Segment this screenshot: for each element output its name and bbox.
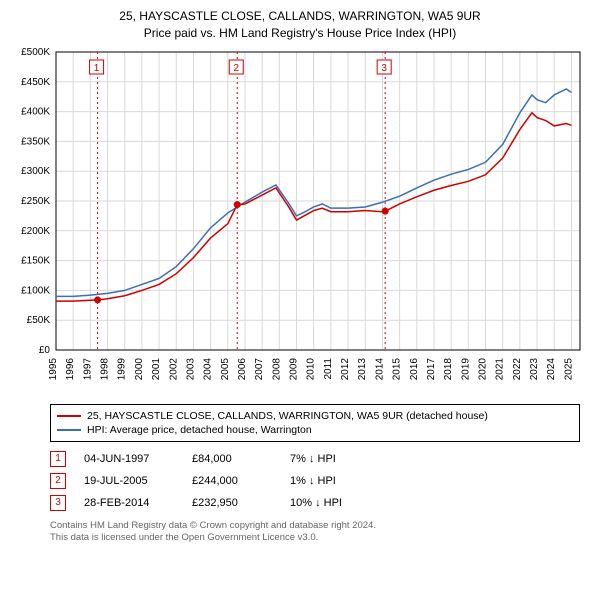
svg-text:£450K: £450K [21,76,50,87]
svg-text:2005: 2005 [220,357,231,380]
chart-container: 25, HAYSCASTLE CLOSE, CALLANDS, WARRINGT… [0,0,600,544]
svg-text:£350K: £350K [21,136,50,147]
svg-text:2007: 2007 [254,357,265,380]
svg-text:2025: 2025 [563,357,574,380]
sale-price: £84,000 [192,453,272,465]
svg-text:2023: 2023 [529,357,540,380]
sales-table: 1 04-JUN-1997 £84,000 7% ↓ HPI 2 19-JUL-2005 £… [50,448,580,514]
svg-text:2006: 2006 [237,357,248,380]
svg-text:£500K: £500K [21,47,50,58]
svg-text:2011: 2011 [323,357,334,379]
sale-row: 3 28-FEB-2014 £232,950 10% ↓ HPI [50,492,580,514]
svg-text:2021: 2021 [495,357,506,380]
sale-date: 28-FEB-2014 [84,497,174,509]
svg-text:2012: 2012 [340,357,351,380]
legend-box: 25, HAYSCASTLE CLOSE, CALLANDS, WARRINGT… [50,404,580,442]
svg-text:2008: 2008 [271,357,282,380]
sale-price: £232,950 [192,497,272,509]
svg-text:2000: 2000 [134,357,145,380]
title-line-2: Price paid vs. HM Land Registry's House … [10,25,590,42]
sale-diff: 10% ↓ HPI [290,497,390,509]
legend-item: 25, HAYSCASTLE CLOSE, CALLANDS, WARRINGT… [57,409,573,423]
svg-text:2014: 2014 [374,357,385,380]
svg-text:2015: 2015 [392,357,403,380]
svg-text:2019: 2019 [460,357,471,380]
svg-text:3: 3 [381,63,387,74]
legend-swatch [57,429,81,431]
footer-line-1: Contains HM Land Registry data © Crown c… [50,520,580,532]
sale-price: £244,000 [192,475,272,487]
svg-text:1997: 1997 [82,357,93,380]
footer-line-2: This data is licensed under the Open Gov… [50,532,580,544]
svg-text:£50K: £50K [27,315,51,326]
title-line-1: 25, HAYSCASTLE CLOSE, CALLANDS, WARRINGT… [10,8,590,25]
svg-text:2004: 2004 [203,357,214,380]
sale-marker-box: 1 [50,451,66,467]
svg-text:2022: 2022 [512,357,523,380]
title-block: 25, HAYSCASTLE CLOSE, CALLANDS, WARRINGT… [0,0,600,46]
sale-date: 04-JUN-1997 [84,453,174,465]
legend-item: HPI: Average price, detached house, Warr… [57,423,573,437]
legend-label: 25, HAYSCASTLE CLOSE, CALLANDS, WARRINGT… [87,410,488,422]
svg-text:£300K: £300K [21,166,50,177]
svg-text:£250K: £250K [21,196,50,207]
sale-diff: 7% ↓ HPI [290,453,390,465]
svg-text:£200K: £200K [21,225,50,236]
legend-swatch [57,415,81,417]
svg-text:£0: £0 [39,345,51,356]
legend-label: HPI: Average price, detached house, Warr… [87,424,312,436]
sale-date: 19-JUL-2005 [84,475,174,487]
svg-text:1995: 1995 [48,357,59,380]
svg-text:2002: 2002 [168,357,179,380]
svg-text:2001: 2001 [151,357,162,380]
sale-row: 1 04-JUN-1997 £84,000 7% ↓ HPI [50,448,580,470]
svg-text:2016: 2016 [409,357,420,380]
svg-text:£150K: £150K [21,255,50,266]
sale-row: 2 19-JUL-2005 £244,000 1% ↓ HPI [50,470,580,492]
chart-area: £0 £50K £100K £150K £200K £250K £300K £350K £400… [10,46,590,396]
svg-text:1999: 1999 [117,357,128,380]
sale-diff: 1% ↓ HPI [290,475,390,487]
svg-text:2013: 2013 [357,357,368,380]
svg-text:2009: 2009 [289,357,300,380]
sale-marker-box: 2 [50,473,66,489]
svg-text:2010: 2010 [306,357,317,380]
svg-text:2017: 2017 [426,357,437,380]
chart-svg: £0 £50K £100K £150K £200K £250K £300K £350K £400… [10,46,590,396]
svg-text:£400K: £400K [21,106,50,117]
sale-marker-box: 3 [50,495,66,511]
svg-text:2024: 2024 [546,357,557,380]
svg-text:1998: 1998 [100,357,111,380]
svg-text:£100K: £100K [21,285,50,296]
svg-text:2: 2 [233,63,239,74]
svg-text:2003: 2003 [185,357,196,380]
svg-text:2020: 2020 [478,357,489,380]
svg-text:2018: 2018 [443,357,454,380]
svg-text:1: 1 [94,63,100,74]
attribution-footer: Contains HM Land Registry data © Crown c… [50,520,580,545]
svg-text:1996: 1996 [65,357,76,380]
